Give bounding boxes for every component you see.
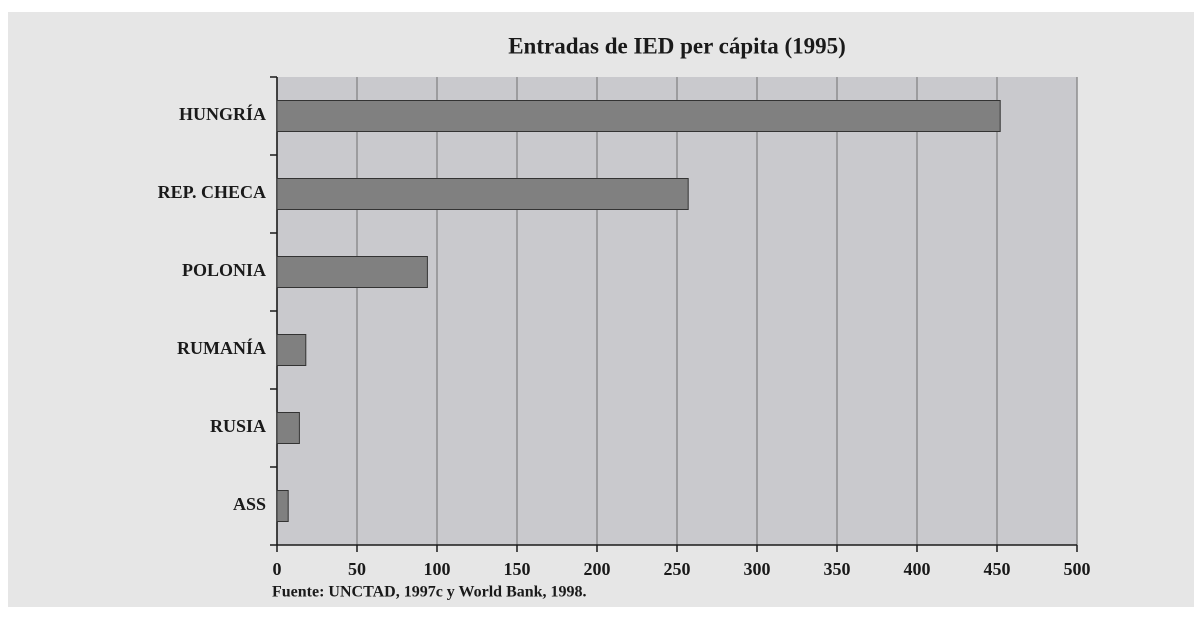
- x-tick-label: 400: [904, 559, 931, 579]
- y-tick-label: REP. CHECA: [158, 182, 266, 202]
- x-tick-label: 300: [744, 559, 771, 579]
- y-tick-label: POLONIA: [182, 260, 266, 280]
- x-tick-label: 200: [584, 559, 611, 579]
- bar: [276, 100, 1001, 132]
- bar: [276, 490, 289, 522]
- y-tick-label: ASS: [233, 494, 266, 514]
- x-tick-label: 350: [824, 559, 851, 579]
- bar: [276, 334, 307, 366]
- x-tick-label: 100: [424, 559, 451, 579]
- y-tick-label: RUSIA: [210, 416, 266, 436]
- chart-title: Entradas de IED per cápita (1995): [508, 33, 846, 58]
- y-tick-label: HUNGRÍA: [179, 103, 266, 124]
- y-tick-label: RUMANÍA: [177, 337, 266, 358]
- x-tick-label: 450: [984, 559, 1011, 579]
- bar: [276, 178, 689, 210]
- x-tick-label: 150: [504, 559, 531, 579]
- source-note: Fuente: UNCTAD, 1997c y World Bank, 1998…: [272, 584, 587, 601]
- bar: [276, 256, 428, 288]
- bar: [276, 412, 300, 444]
- x-tick-label: 0: [273, 559, 282, 579]
- x-tick-label: 50: [348, 559, 366, 579]
- x-tick-label: 250: [664, 559, 691, 579]
- x-tick-label: 500: [1064, 559, 1091, 579]
